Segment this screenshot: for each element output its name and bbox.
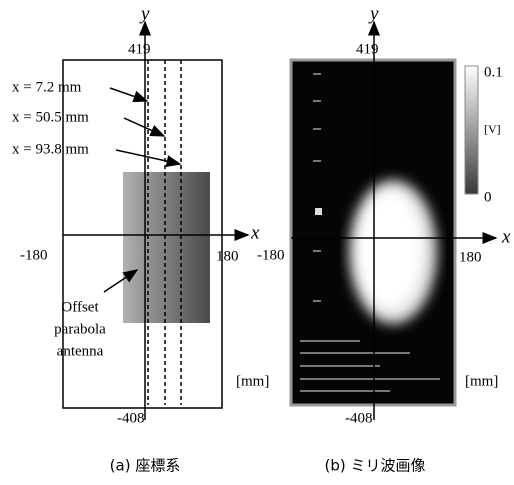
panel-b: y x 419 -408 -180 180 0.1 [V] 0 [mm] (b)… (257, 3, 511, 474)
panel-a: y x 419 -408 -180 180 x = 7.2 mm x = 50.… (12, 3, 269, 474)
antenna-label: antenna (57, 343, 104, 359)
x-left: -180 (257, 247, 285, 263)
x-right: 180 (459, 249, 482, 265)
x-left: -180 (20, 247, 48, 263)
antenna-label: parabola (54, 321, 106, 337)
y-label: y (139, 3, 150, 24)
colorbar-unit: [V] (484, 122, 501, 136)
cut-label: x = 7.2 mm (12, 79, 82, 95)
cut-label: x = 50.5 mm (12, 109, 89, 125)
colorbar (465, 66, 478, 194)
unit: [mm] (465, 373, 498, 389)
y-bottom: -408 (345, 410, 373, 426)
caption: (b) ミリ波画像 (325, 457, 426, 475)
y-label: y (368, 3, 379, 24)
colorbar-max: 0.1 (484, 64, 503, 80)
caption: (a) 座標系 (110, 457, 181, 475)
antenna-label: Offset (61, 299, 99, 315)
y-bottom: -408 (117, 410, 145, 426)
cut-label: x = 93.8 mm (12, 141, 89, 157)
antenna (123, 172, 210, 323)
x-label: x (250, 222, 260, 243)
x-right: 180 (216, 248, 239, 264)
hotspot (349, 180, 437, 324)
y-top: 419 (356, 41, 379, 57)
unit: [mm] (236, 373, 269, 389)
y-top: 419 (128, 41, 151, 57)
colorbar-min: 0 (484, 189, 492, 205)
figure: y x 419 -408 -180 180 x = 7.2 mm x = 50.… (0, 0, 514, 485)
x-label: x (501, 226, 511, 247)
